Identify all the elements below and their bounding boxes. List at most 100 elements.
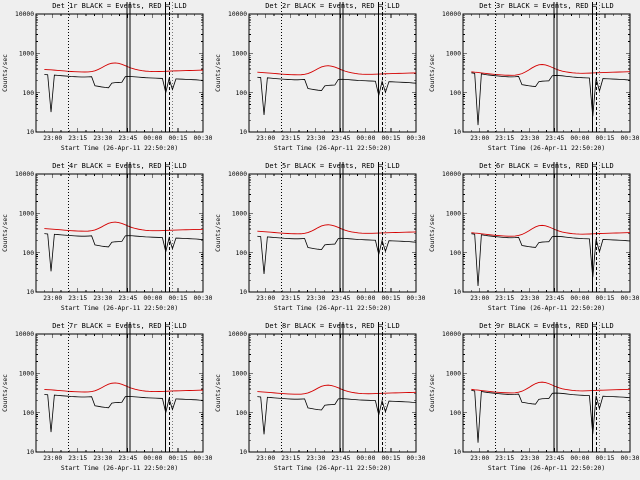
x-axis-label: Start Time (26-Apr-11 22:50:20) xyxy=(488,465,605,472)
x-tick-label: 00:30 xyxy=(194,135,213,142)
events-series-line xyxy=(44,394,204,433)
y-axis-label: Counts/sec xyxy=(429,54,436,92)
x-tick-label: 23:30 xyxy=(93,135,112,142)
interval-marker-lines xyxy=(68,322,173,452)
plot-canvas: Det 5r BLACK = Events, RED = LLD 23:00 23:… xyxy=(215,162,426,312)
y-tick-label: 10000 xyxy=(228,171,247,178)
x-tick-label: 00:00 xyxy=(570,455,589,462)
subplot-det-4r: Det 4r BLACK = Events, RED = LLD 23:00 23:… xyxy=(0,160,213,320)
y-tick-label: 1000 xyxy=(446,211,461,218)
interval-marker-lines xyxy=(68,2,173,132)
x-tick-label: 23:15 xyxy=(495,455,514,462)
plot-canvas: Det 2r BLACK = Events, RED = LLD 23:00 23:… xyxy=(215,2,426,152)
tick-marks xyxy=(462,13,631,133)
lld-series-line xyxy=(470,224,630,237)
x-axis-label: Start Time (26-Apr-11 22:50:20) xyxy=(61,305,178,312)
plot-title: Det 9r BLACK = Events, RED = LLD xyxy=(479,322,614,330)
y-tick-label: 100 xyxy=(23,250,35,257)
x-axis-label: Start Time (26-Apr-11 22:50:20) xyxy=(61,465,178,472)
x-tick-label: 00:15 xyxy=(595,135,614,142)
y-tick-label: 1000 xyxy=(232,371,247,378)
axes-box xyxy=(35,173,204,293)
x-tick-label: 00:00 xyxy=(143,135,162,142)
plot-title: Det 1r BLACK = Events, RED = LLD xyxy=(52,2,187,10)
interval-marker-lines xyxy=(68,162,173,292)
x-axis-label: Start Time (26-Apr-11 22:50:20) xyxy=(488,305,605,312)
events-series-line xyxy=(470,390,630,443)
x-tick-label: 23:30 xyxy=(520,455,539,462)
plot-canvas: Det 7r BLACK = Events, RED = LLD 23:00 23:… xyxy=(2,322,213,472)
x-tick-label: 23:45 xyxy=(332,135,351,142)
x-tick-label: 23:30 xyxy=(520,295,539,302)
x-tick-label: 23:30 xyxy=(307,295,326,302)
y-tick-label: 10 xyxy=(240,449,248,456)
x-tick-label: 23:15 xyxy=(282,295,301,302)
lld-series-line xyxy=(257,224,417,235)
interval-marker-lines xyxy=(281,322,386,452)
plot-title: Det 4r BLACK = Events, RED = LLD xyxy=(52,162,187,170)
y-tick-label: 10 xyxy=(240,129,248,136)
events-series-line xyxy=(44,233,204,272)
x-tick-label: 23:15 xyxy=(68,295,87,302)
tick-marks xyxy=(249,173,417,293)
y-tick-label: 10 xyxy=(26,449,34,456)
subplot-det-1r: Det 1r BLACK = Events, RED = LLD 23:00 23:… xyxy=(0,0,213,160)
y-tick-label: 10 xyxy=(26,129,34,136)
plot-canvas: Det 8r BLACK = Events, RED = LLD 23:00 23:… xyxy=(215,322,426,472)
y-axis-label: Counts/sec xyxy=(2,214,9,252)
x-tick-label: 23:00 xyxy=(470,455,489,462)
y-tick-label: 10 xyxy=(240,289,248,296)
x-tick-label: 23:00 xyxy=(43,455,62,462)
x-tick-label: 00:15 xyxy=(168,135,187,142)
interval-marker-lines xyxy=(281,2,386,132)
tick-marks xyxy=(249,333,417,453)
plot-title: Det 7r BLACK = Events, RED = LLD xyxy=(52,322,187,330)
subplot-det-9r: Det 9r BLACK = Events, RED = LLD 23:00 23:… xyxy=(427,320,640,480)
x-tick-label: 00:30 xyxy=(620,455,639,462)
x-tick-label: 23:00 xyxy=(257,295,276,302)
x-tick-label: 00:30 xyxy=(620,295,639,302)
lld-series-line xyxy=(257,65,417,76)
x-axis-label: Start Time (26-Apr-11 22:50:20) xyxy=(274,305,391,312)
y-tick-label: 10000 xyxy=(15,331,34,338)
interval-marker-lines xyxy=(494,162,600,292)
x-tick-label: 00:00 xyxy=(143,455,162,462)
x-tick-label: 00:30 xyxy=(620,135,639,142)
axes-box xyxy=(35,13,204,133)
subplot-det-8r: Det 8r BLACK = Events, RED = LLD 23:00 23:… xyxy=(213,320,426,480)
x-tick-label: 23:15 xyxy=(495,295,514,302)
x-tick-label: 23:15 xyxy=(68,455,87,462)
x-tick-label: 23:45 xyxy=(332,295,351,302)
y-axis-label: Counts/sec xyxy=(2,374,9,412)
lld-series-line xyxy=(44,62,204,73)
events-series-line xyxy=(44,74,204,113)
events-series-line xyxy=(257,76,417,115)
y-axis-label: Counts/sec xyxy=(215,54,222,92)
y-axis-label: Counts/sec xyxy=(215,214,222,252)
x-tick-label: 23:30 xyxy=(307,135,326,142)
events-series-line xyxy=(257,396,417,435)
x-tick-label: 00:30 xyxy=(407,295,426,302)
x-tick-label: 23:15 xyxy=(68,135,87,142)
y-tick-label: 100 xyxy=(449,250,461,257)
x-tick-label: 23:15 xyxy=(282,135,301,142)
x-tick-label: 00:00 xyxy=(357,135,376,142)
x-tick-label: 23:45 xyxy=(118,295,137,302)
interval-marker-lines xyxy=(494,322,600,452)
x-tick-label: 00:30 xyxy=(407,135,426,142)
y-tick-label: 100 xyxy=(236,250,248,257)
subplot-det-2r: Det 2r BLACK = Events, RED = LLD 23:00 23:… xyxy=(213,0,426,160)
y-tick-label: 10 xyxy=(453,129,461,136)
x-tick-label: 23:45 xyxy=(545,135,564,142)
plot-title: Det 2r BLACK = Events, RED = LLD xyxy=(266,2,401,10)
tick-marks xyxy=(462,173,631,293)
y-tick-label: 10000 xyxy=(442,11,461,18)
plot-canvas: Det 1r BLACK = Events, RED = LLD 23:00 23:… xyxy=(2,2,213,152)
y-axis-label: Counts/sec xyxy=(429,214,436,252)
x-tick-label: 23:30 xyxy=(307,455,326,462)
y-tick-label: 1000 xyxy=(232,51,247,58)
plot-title: Det 3r BLACK = Events, RED = LLD xyxy=(479,2,614,10)
y-axis-label: Counts/sec xyxy=(2,54,9,92)
